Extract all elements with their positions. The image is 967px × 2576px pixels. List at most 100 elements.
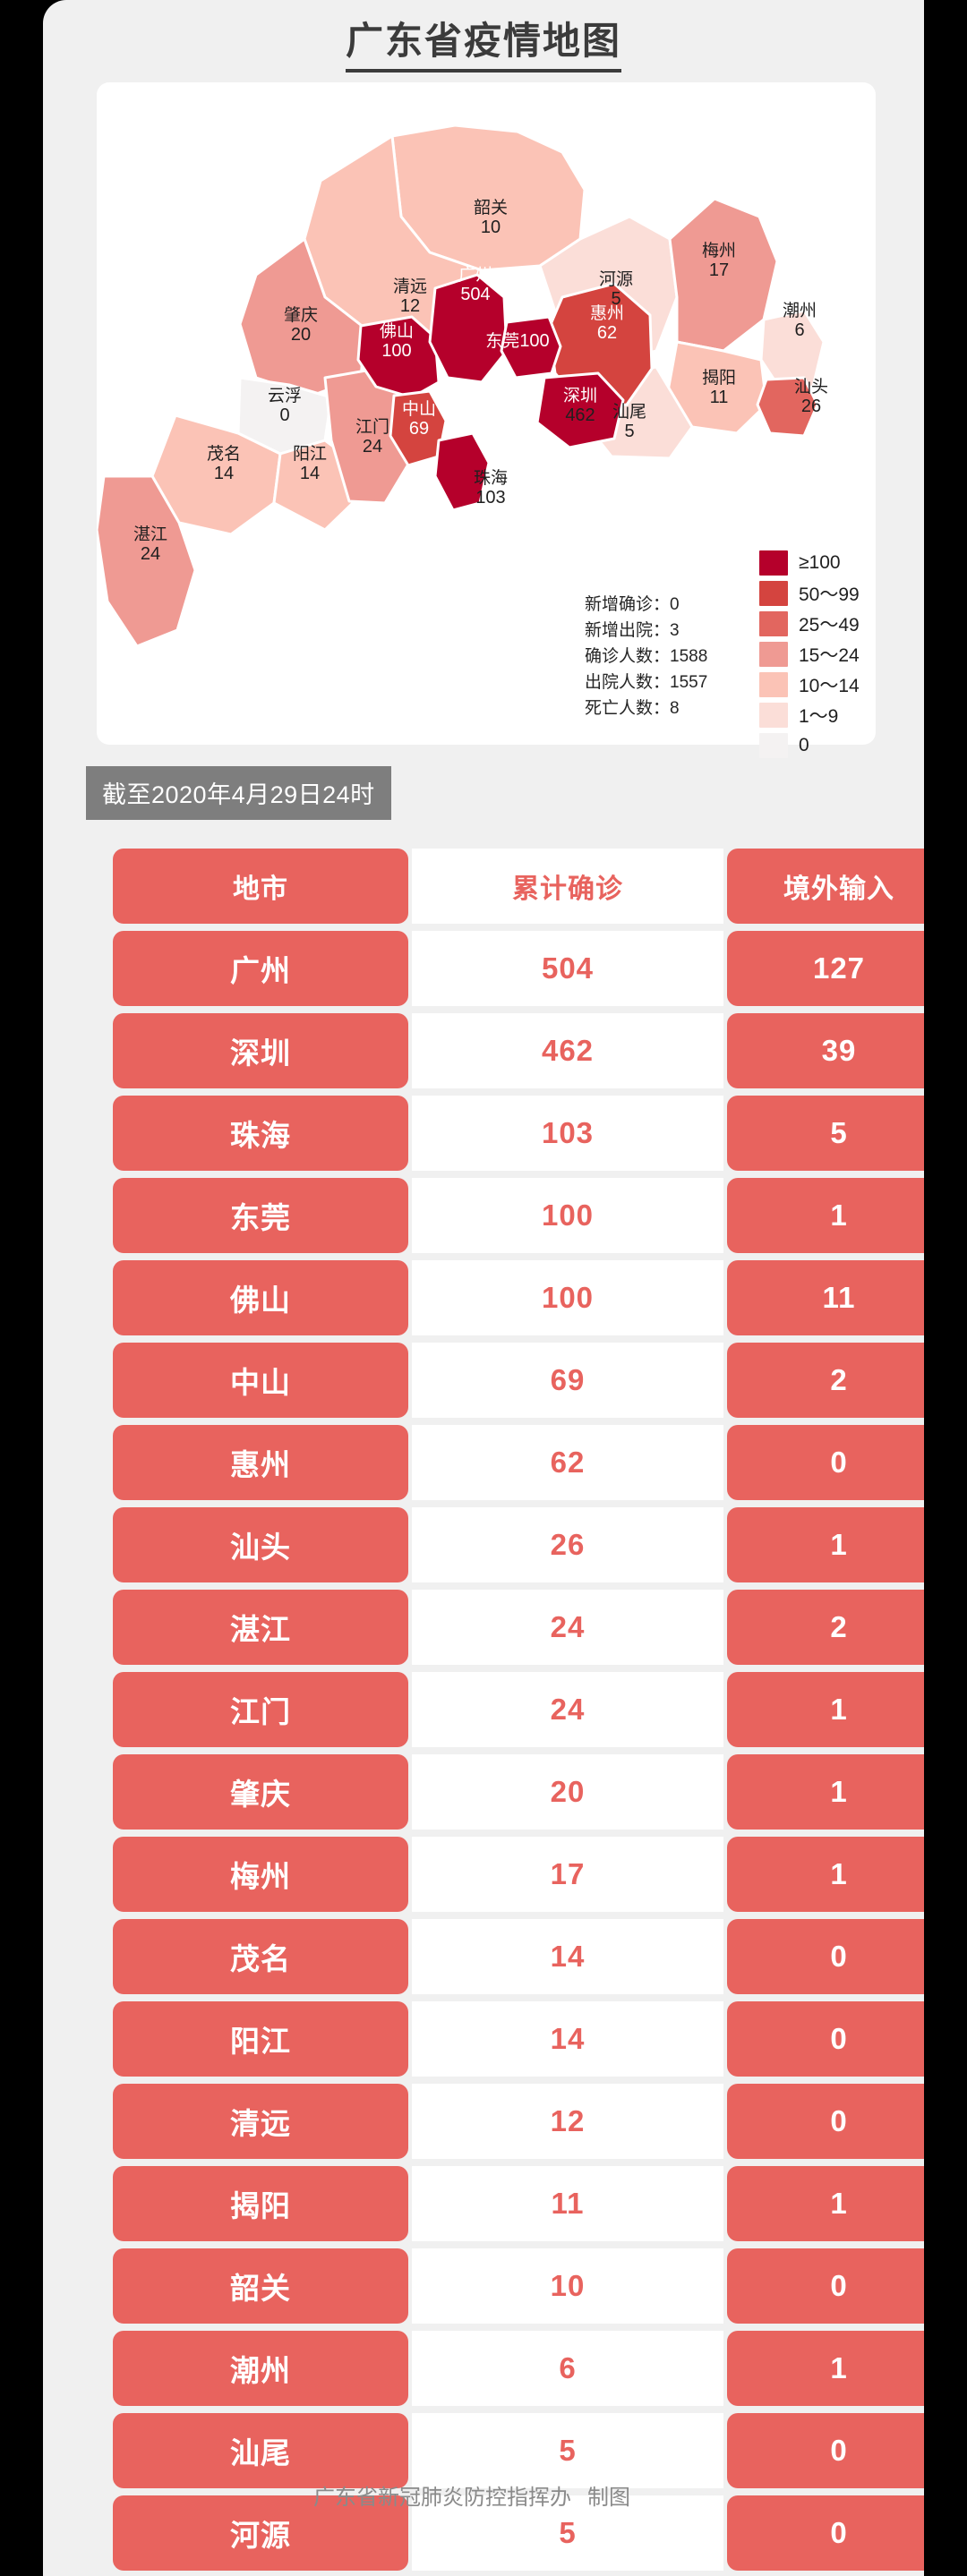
legend-label: 0	[799, 735, 809, 755]
cell-city: 揭阳	[113, 2166, 408, 2241]
footer: 广东省新冠肺炎防控指挥办 制图	[43, 2479, 924, 2511]
table-row: 广州 504 127	[113, 931, 924, 1006]
cell-confirmed: 14	[412, 2001, 723, 2077]
map-region-foshan	[356, 315, 441, 399]
cell-confirmed: 5	[412, 2413, 723, 2488]
table-row: 韶关 10 0	[113, 2248, 924, 2324]
cell-confirmed: 10	[412, 2248, 723, 2324]
page-title: 广东省疫情地图	[345, 20, 621, 73]
date-banner: 截至2020年4月29日24时	[86, 766, 391, 820]
cell-city: 肇庆	[113, 1754, 408, 1830]
map-legend: ≥100 50～99 25～49 15～24 10～14	[759, 548, 860, 761]
cell-imported: 1	[727, 1754, 924, 1830]
table-row: 梅州 17 1	[113, 1837, 924, 1912]
cell-imported: 0	[727, 2248, 924, 2324]
table-header-imported: 境外输入	[727, 849, 924, 924]
cell-confirmed: 504	[412, 931, 723, 1006]
cell-imported: 1	[727, 1178, 924, 1253]
stat-new-confirmed: 新增确诊：0	[585, 595, 680, 614]
cell-imported: 5	[727, 1096, 924, 1171]
table-row: 河源 5 0	[113, 2495, 924, 2571]
legend-label: 15～24	[799, 645, 860, 666]
table-row: 汕头 26 1	[113, 1507, 924, 1582]
cell-city: 梅州	[113, 1837, 408, 1912]
cell-city: 惠州	[113, 1425, 408, 1500]
cell-confirmed: 24	[412, 1590, 723, 1665]
cell-imported: 2	[727, 1343, 924, 1418]
legend-row: 50～99	[759, 578, 860, 609]
cell-imported: 0	[727, 2413, 924, 2488]
stat-total-discharged: 出院人数：1557	[585, 672, 708, 692]
legend-swatch	[759, 611, 788, 636]
cell-imported: 0	[727, 2495, 924, 2571]
map-statistics: 新增确诊：0 新增出院：3 确诊人数：1588 出院人数：1557 死亡人数：8	[585, 593, 707, 721]
cell-city: 阳江	[113, 2001, 408, 2077]
map-region-zhuhai	[433, 431, 491, 512]
cell-confirmed: 12	[412, 2084, 723, 2159]
legend-row: 1～9	[759, 700, 860, 730]
cell-confirmed: 17	[412, 1837, 723, 1912]
legend-swatch	[759, 550, 788, 576]
cell-city: 佛山	[113, 1260, 408, 1335]
table-row: 深圳 462 39	[113, 1013, 924, 1088]
table-header-city: 地市	[113, 849, 408, 924]
cell-imported: 11	[727, 1260, 924, 1335]
table-row: 湛江 24 2	[113, 1590, 924, 1665]
city-statistics-table: 地市 累计确诊 境外输入 广州 504 127 深圳 462 39 珠海 103 5 东莞 1…	[113, 849, 924, 2576]
legend-row: 10～14	[759, 670, 860, 700]
table-row: 清远 12 0	[113, 2084, 924, 2159]
cell-confirmed: 24	[412, 1672, 723, 1747]
cell-city: 潮州	[113, 2331, 408, 2406]
page-title-wrap: 广东省疫情地图	[43, 20, 924, 73]
cell-city: 东莞	[113, 1178, 408, 1253]
cell-confirmed: 69	[412, 1343, 723, 1418]
cell-imported: 0	[727, 2001, 924, 2077]
cell-imported: 0	[727, 1425, 924, 1500]
cell-city: 茂名	[113, 1919, 408, 1994]
table-row: 惠州 62 0	[113, 1425, 924, 1500]
cell-imported: 0	[727, 2084, 924, 2159]
cell-city: 广州	[113, 931, 408, 1006]
cell-imported: 127	[727, 931, 924, 1006]
cell-confirmed: 6	[412, 2331, 723, 2406]
table-row: 佛山 100 11	[113, 1260, 924, 1335]
cell-confirmed: 26	[412, 1507, 723, 1582]
cell-confirmed: 5	[412, 2495, 723, 2571]
map-region-zhanjiang	[97, 474, 197, 648]
cell-city: 深圳	[113, 1013, 408, 1088]
cell-imported: 1	[727, 1837, 924, 1912]
stat-total-deaths: 死亡人数：8	[585, 698, 680, 718]
table-row: 揭阳 11 1	[113, 2166, 924, 2241]
cell-confirmed: 20	[412, 1754, 723, 1830]
legend-label: 1～9	[799, 706, 839, 727]
stat-total-confirmed: 确诊人数：1588	[585, 646, 708, 666]
cell-imported: 1	[727, 1672, 924, 1747]
table-row: 汕尾 5 0	[113, 2413, 924, 2488]
cell-confirmed: 14	[412, 1919, 723, 1994]
table-header-row: 地市 累计确诊 境外输入	[113, 849, 924, 924]
footer-source: 广东省新冠肺炎防控指挥办	[313, 2486, 571, 2510]
legend-row: 0	[759, 730, 860, 761]
cell-city: 湛江	[113, 1590, 408, 1665]
legend-row: ≥100	[759, 548, 860, 578]
cell-confirmed: 462	[412, 1013, 723, 1088]
cell-imported: 39	[727, 1013, 924, 1088]
content-sheet: 广东省疫情地图	[43, 0, 924, 2576]
map-region-dongguan	[500, 315, 562, 380]
cell-city: 河源	[113, 2495, 408, 2571]
table-row: 阳江 14 0	[113, 2001, 924, 2077]
map-region-shantou	[756, 376, 819, 438]
cell-city: 汕尾	[113, 2413, 408, 2488]
map-region-meizhou	[668, 197, 779, 353]
legend-swatch	[759, 581, 788, 606]
cell-imported: 1	[727, 2331, 924, 2406]
legend-label: 10～14	[799, 676, 860, 696]
legend-swatch	[759, 733, 788, 758]
map-region-shenzhen	[535, 371, 625, 449]
legend-label: 50～99	[799, 584, 860, 605]
cell-city: 中山	[113, 1343, 408, 1418]
map-region-guangzhou	[428, 273, 509, 384]
cell-imported: 0	[727, 1919, 924, 1994]
footer-credit: 制图	[587, 2486, 630, 2510]
guangdong-choropleth-map	[97, 124, 826, 648]
